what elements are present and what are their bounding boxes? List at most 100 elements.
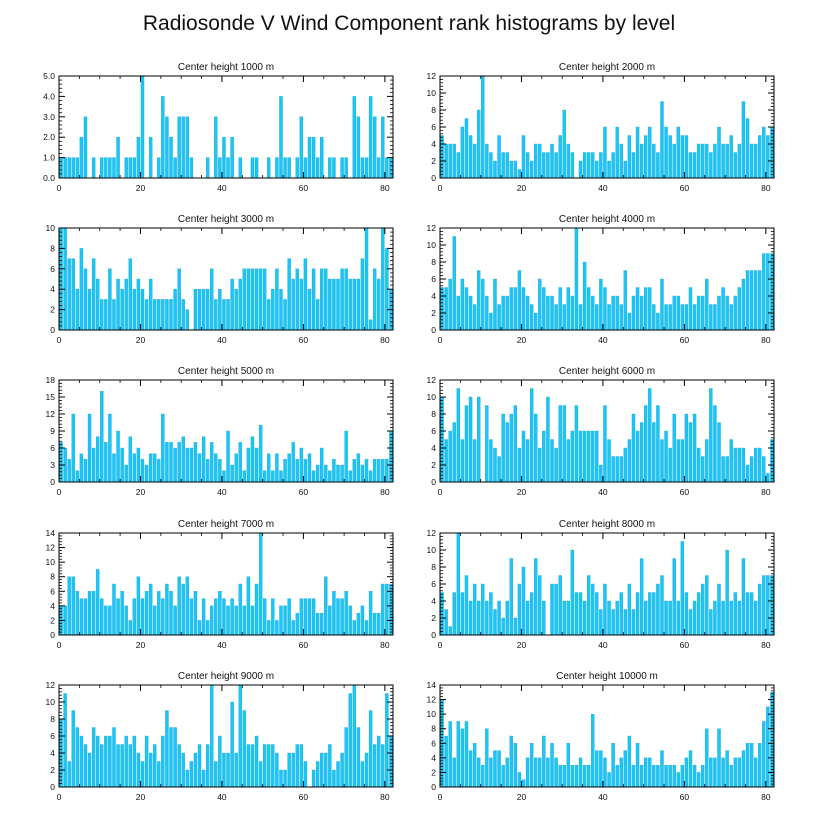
histogram-bar <box>336 598 340 636</box>
histogram-bar <box>344 591 348 636</box>
histogram-bar <box>230 464 234 483</box>
y-tick-label: 12 <box>427 695 437 705</box>
y-tick-label: 15 <box>46 392 56 402</box>
histogram-bar <box>574 592 579 636</box>
histogram-bar <box>377 735 381 788</box>
histogram-bar <box>352 278 356 331</box>
histogram-bar <box>741 101 746 179</box>
histogram-bar <box>226 299 230 331</box>
histogram-bar <box>623 270 628 331</box>
histogram-bar <box>108 413 112 483</box>
histogram-bar <box>554 757 558 788</box>
histogram-bar <box>733 447 737 483</box>
histogram-bar <box>307 598 312 636</box>
histogram-bar <box>489 312 493 331</box>
histogram-bar <box>766 253 770 331</box>
histogram-bar <box>275 453 279 483</box>
y-tick-label: 8 <box>431 724 436 734</box>
histogram-bar <box>497 750 501 788</box>
histogram-bar <box>328 605 332 636</box>
histogram-bar <box>664 126 668 179</box>
histogram-bar <box>96 735 100 788</box>
histogram-bar <box>525 152 530 179</box>
histogram-bar <box>550 743 554 788</box>
histogram-bar <box>505 757 509 788</box>
histogram-bar <box>766 706 770 788</box>
histogram-bar <box>696 143 701 179</box>
histogram-bar <box>591 152 595 179</box>
histogram-bar <box>263 268 267 331</box>
x-tick-label: 20 <box>136 792 146 802</box>
histogram-bar <box>185 116 189 179</box>
histogram-bar <box>550 295 554 331</box>
histogram-bar <box>169 727 173 788</box>
histogram-bar <box>189 447 194 483</box>
histogram-bar <box>623 447 628 483</box>
y-tick-label: 2 <box>50 765 55 775</box>
histogram-bar <box>517 583 522 636</box>
histogram-bar <box>635 287 640 331</box>
histogram-bar <box>230 137 234 179</box>
histogram-bar <box>201 598 206 636</box>
histogram-bar <box>542 287 546 331</box>
histogram-bar <box>705 439 709 483</box>
histogram-bar <box>299 598 304 636</box>
histogram-bar <box>148 278 153 331</box>
histogram-bar <box>238 278 242 331</box>
histogram-bar <box>745 592 750 636</box>
histogram-bar <box>635 430 640 483</box>
x-tick-label: 80 <box>380 640 390 650</box>
histogram-bar <box>148 583 153 636</box>
histogram-bar <box>263 598 267 636</box>
histogram-bar <box>360 157 365 179</box>
histogram-bar <box>197 453 202 483</box>
histogram-bar <box>635 743 640 788</box>
histogram-bar <box>356 116 361 179</box>
histogram-bar <box>481 764 485 788</box>
histogram-bar <box>749 456 754 483</box>
histogram-bar <box>676 295 680 331</box>
histogram-bar <box>157 299 161 331</box>
histogram-bar <box>660 575 664 636</box>
histogram-bar <box>344 430 348 483</box>
y-tick-label: 12 <box>427 71 437 81</box>
histogram-bar <box>660 439 664 483</box>
y-tick-label: 8 <box>50 243 55 253</box>
y-tick-label: 1.0 <box>43 153 55 163</box>
histogram-bar <box>448 143 452 179</box>
histogram-bar <box>372 459 377 483</box>
histogram-bar <box>254 735 259 788</box>
histogram-bar <box>558 135 562 179</box>
histogram-bar <box>615 764 619 788</box>
histogram-bar <box>595 750 599 788</box>
histogram-bar <box>242 710 247 788</box>
y-tick-label: 6 <box>50 731 55 741</box>
x-tick-label: 40 <box>598 640 608 650</box>
histogram-bar <box>599 278 603 331</box>
histogram-bar <box>501 413 505 483</box>
histogram-bar <box>464 118 469 179</box>
histogram-bar <box>619 757 623 788</box>
histogram-bar <box>505 422 509 483</box>
histogram-bar <box>603 287 607 331</box>
panel-title: Center height 1000 m <box>178 62 274 73</box>
panel-frame <box>58 227 394 331</box>
histogram-bar <box>222 752 226 788</box>
histogram-bar <box>534 757 538 788</box>
histogram-bar <box>222 470 226 483</box>
y-tick-label: 12 <box>46 409 56 419</box>
histogram-bar <box>348 278 352 331</box>
histogram-bar <box>165 442 169 483</box>
histogram-bar <box>481 278 485 331</box>
histogram-bar <box>96 569 100 636</box>
histogram-bar <box>749 143 754 179</box>
panel-title: Center height 5000 m <box>178 366 274 377</box>
histogram-bar <box>639 422 644 483</box>
histogram-bar <box>246 268 251 331</box>
histogram-bar <box>136 278 141 331</box>
y-tick-label: 6 <box>431 579 436 589</box>
histogram-bar <box>193 442 198 483</box>
histogram-bar <box>377 612 381 636</box>
histogram-bar <box>591 583 595 636</box>
y-tick-label: 2 <box>431 156 436 166</box>
